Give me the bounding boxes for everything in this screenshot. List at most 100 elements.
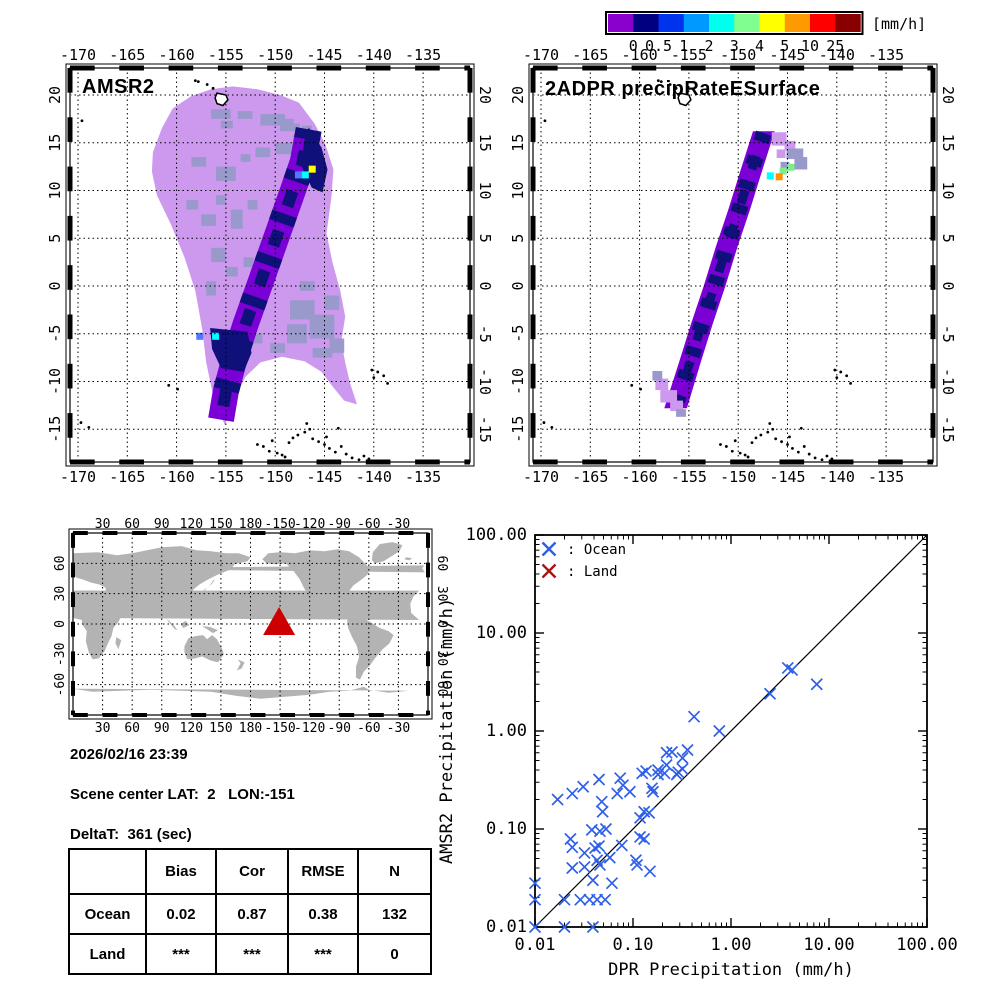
frame-tick-bar — [309, 713, 325, 717]
island-dot — [193, 79, 197, 83]
scatter-point-ocean — [639, 764, 653, 778]
swath-gray-patch — [240, 154, 251, 162]
island-dot — [738, 451, 742, 455]
frame-tick-bar — [102, 531, 118, 535]
lon-tick-label: -140 — [819, 468, 855, 486]
lat-tick-label: 20 — [939, 86, 957, 104]
continent — [73, 686, 409, 707]
scatter-point-ocean — [643, 806, 656, 819]
island-dot — [674, 86, 678, 90]
island-dot — [357, 458, 361, 461]
scatter-point-ocean — [645, 782, 659, 795]
lat-tick-label: 20 — [476, 86, 494, 104]
frame-tick-bar — [582, 459, 607, 465]
swath-gray-cell — [652, 370, 663, 381]
frame-tick-bar — [530, 215, 536, 241]
island-dot — [303, 430, 307, 434]
frame-tick-bar — [132, 531, 147, 535]
scatter-point-ocean — [643, 865, 657, 878]
frame-tick-bar — [71, 710, 75, 715]
frame-tick-bar — [730, 459, 755, 465]
swath-gray-patch — [255, 147, 271, 158]
lat-tick-label: -15 — [939, 416, 957, 443]
map-panel-0: -170-170-165-165-160-160-155-155-150-150… — [46, 46, 494, 486]
lon-tick-label: -145 — [769, 468, 805, 486]
island-dot — [275, 451, 279, 455]
continent — [184, 635, 224, 663]
frame-tick-bar — [67, 413, 73, 438]
swath-lavender-cell — [771, 132, 787, 146]
frame-tick-bar — [878, 65, 903, 71]
island-dot — [80, 119, 84, 123]
island-dot — [328, 446, 331, 450]
island-dot — [759, 433, 763, 437]
frame-tick-bar — [70, 459, 95, 465]
colorbar: 0 0.5 1 2 3 4 5 10 25 — [605, 11, 864, 55]
world-lon-tick-label: 180 — [239, 721, 262, 736]
island-dot — [376, 370, 380, 374]
bright-precip-pixel — [779, 167, 787, 175]
island-dot — [333, 450, 337, 454]
frame-tick-bar — [67, 68, 73, 93]
frame-tick-bar — [365, 459, 391, 465]
scatter-point-ocean — [630, 858, 644, 872]
frame-tick-bar — [779, 459, 805, 465]
island-dot — [287, 441, 291, 445]
continent — [115, 637, 122, 650]
swath-gray-patch — [260, 114, 286, 126]
world-lat-tick-label: -60 — [53, 673, 68, 696]
scatter-point-ocean — [551, 793, 564, 806]
lat-tick-label: 10 — [476, 181, 494, 199]
lon-tick-label: -135 — [405, 468, 441, 486]
scatter-point-ocean — [558, 920, 571, 934]
colorbar-tick-label: 10 — [801, 37, 819, 55]
stats-ocean-cor: 0.87 — [215, 893, 289, 935]
island-dot — [323, 443, 326, 446]
frame-tick-bar — [267, 459, 292, 465]
world-lon-tick-label: -60 — [357, 517, 380, 532]
island-dot — [659, 80, 663, 84]
world-lon-tick-label: -30 — [387, 721, 410, 736]
frame-tick-bar — [191, 713, 207, 717]
continent — [344, 600, 351, 604]
world-lat-tick-label: 30 — [53, 586, 68, 602]
island-dot — [754, 436, 758, 440]
swath-gray-patch — [191, 157, 207, 167]
lat-tick-label: 5 — [46, 234, 64, 243]
island-dot — [344, 452, 348, 456]
map-content — [71, 69, 469, 461]
swath-gray-patch — [216, 166, 236, 181]
lat-tick-label: -10 — [46, 368, 64, 395]
scatter-point-ocean — [638, 832, 651, 846]
colorbar-tick-label: 0 — [629, 37, 638, 55]
lat-tick-label: -15 — [476, 416, 494, 443]
scatter-point-ocean — [646, 785, 660, 798]
world-lon-tick-label: 150 — [209, 517, 232, 532]
scatter-point-ocean — [588, 841, 602, 855]
frame-tick-bar — [530, 314, 536, 340]
swath-gray-cell — [794, 157, 808, 170]
scatter-point-ocean — [614, 772, 627, 785]
island-dot — [825, 454, 829, 458]
scatter-point-ocean — [713, 724, 726, 738]
stats-header-rmse: RMSE — [287, 848, 359, 895]
frame-tick-bar — [930, 363, 936, 389]
swath-gray-patch — [299, 281, 315, 291]
scatter-x-tick-label: 0.10 — [613, 935, 654, 955]
swath-gray-cell — [786, 148, 804, 159]
frame-tick-bar — [930, 413, 936, 438]
frame-tick-bar — [67, 166, 73, 192]
world-lon-tick-label: 30 — [95, 721, 111, 736]
world-lat-tick-label: 30 — [434, 586, 449, 602]
swath-gray-patch — [329, 338, 345, 353]
frame-tick-bar — [161, 531, 177, 535]
frame-tick-bar — [426, 562, 430, 578]
world-lon-tick-label: 120 — [180, 721, 203, 736]
island-dot — [774, 437, 778, 441]
island-dot — [336, 426, 340, 430]
frame-tick-bar — [67, 363, 73, 389]
frame-tick-bar — [369, 713, 384, 717]
frame-tick-bar — [369, 531, 384, 535]
amsr2-swath — [151, 86, 357, 426]
island-dot — [835, 376, 839, 380]
